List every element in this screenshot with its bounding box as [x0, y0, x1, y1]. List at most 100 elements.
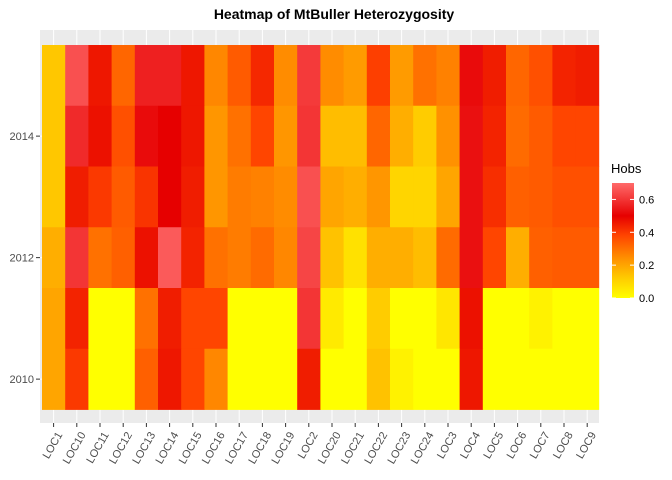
heatmap-cell [88, 227, 112, 289]
heatmap-cell [134, 227, 159, 289]
heatmap-cell [343, 45, 368, 107]
heatmap-cell [575, 45, 600, 107]
legend-tick-label: 0.6 [639, 194, 654, 206]
heatmap-cell [181, 45, 205, 107]
heatmap-cell [42, 348, 66, 410]
heatmap-cell [297, 348, 321, 410]
heatmap-cell [297, 227, 321, 289]
heatmap-cell [274, 288, 298, 350]
heatmap-cell [65, 227, 89, 289]
heatmap-cell [506, 348, 530, 410]
chart-title: Heatmap of MtBuller Heterozygosity [214, 6, 455, 22]
heatmap-cell [227, 348, 252, 410]
heatmap-cell [204, 45, 228, 107]
heatmap-cell [158, 348, 182, 410]
heatmap-cell [250, 288, 275, 350]
heatmap-cell [552, 105, 576, 167]
heatmap-cell [274, 166, 298, 228]
heatmap-cell [390, 105, 414, 167]
heatmap-cell [575, 348, 600, 410]
heatmap-cell [158, 288, 182, 350]
heatmap-cell [65, 166, 89, 228]
heatmap-cell [459, 227, 484, 289]
heatmap-cell [227, 227, 252, 289]
heatmap-cells [42, 45, 600, 410]
heatmap-cell [575, 288, 600, 350]
heatmap-cell [88, 348, 112, 410]
heatmap-cell [575, 166, 600, 228]
heatmap-cell [366, 288, 391, 350]
heatmap-cell [482, 45, 507, 107]
heatmap-cell [274, 45, 298, 107]
heatmap-cell [227, 105, 252, 167]
heatmap-cell [436, 288, 460, 350]
heatmap-cell [250, 227, 275, 289]
heatmap-cell [181, 348, 205, 410]
heatmap-cell [111, 45, 136, 107]
heatmap-cell [65, 288, 89, 350]
heatmap-cell [343, 348, 368, 410]
heatmap-cell [320, 166, 344, 228]
heatmap-cell [297, 45, 321, 107]
heatmap-cell [88, 105, 112, 167]
heatmap-cell [482, 105, 507, 167]
heatmap-cell [552, 227, 576, 289]
heatmap-cell [459, 105, 484, 167]
heatmap-cell [390, 45, 414, 107]
heatmap-cell [42, 45, 66, 107]
heatmap-cell [459, 166, 484, 228]
x-tick-label: LOC24 [409, 430, 437, 466]
heatmap-cell [343, 105, 368, 167]
heatmap-cell [436, 227, 460, 289]
x-tick-label: LOC4 [458, 430, 483, 461]
heatmap-cell [181, 105, 205, 167]
heatmap-cell [227, 166, 252, 228]
heatmap-cell [459, 45, 484, 107]
x-tick-label: LOC8 [551, 430, 576, 461]
legend-tick-label: 0.2 [639, 260, 654, 272]
heatmap-cell [552, 166, 576, 228]
y-tick-label: 2010 [10, 374, 34, 386]
legend-title: Hobs [611, 161, 642, 176]
heatmap-cell [529, 288, 553, 350]
heatmap-cell [134, 45, 159, 107]
heatmap-cell [343, 166, 368, 228]
heatmap-cell [297, 105, 321, 167]
heatmap-cell [436, 166, 460, 228]
heatmap-cell [297, 166, 321, 228]
x-tick-label: LOC3 [435, 430, 460, 461]
heatmap-cell [274, 348, 298, 410]
heatmap-cell [42, 166, 66, 228]
heatmap-cell [575, 227, 600, 289]
heatmap-cell [111, 166, 136, 228]
heatmap-cell [390, 166, 414, 228]
heatmap-cell [320, 348, 344, 410]
heatmap-cell [366, 105, 391, 167]
heatmap-cell [413, 105, 437, 167]
heatmap-cell [459, 348, 484, 410]
heatmap-cell [250, 348, 275, 410]
heatmap-cell [227, 45, 252, 107]
heatmap-cell [436, 105, 460, 167]
heatmap-cell [111, 105, 136, 167]
heatmap-cell [413, 166, 437, 228]
heatmap-cell [65, 105, 89, 167]
heatmap-cell [343, 288, 368, 350]
heatmap-cell [529, 166, 553, 228]
heatmap-cell [134, 166, 159, 228]
heatmap-cell [181, 288, 205, 350]
heatmap-cell [529, 348, 553, 410]
heatmap-cell [88, 166, 112, 228]
heatmap-cell [459, 288, 484, 350]
heatmap-cell [482, 348, 507, 410]
heatmap-cell [297, 288, 321, 350]
x-tick-label: LOC6 [505, 430, 530, 461]
heatmap-cell [552, 45, 576, 107]
heatmap-cell [320, 288, 344, 350]
heatmap-cell [506, 288, 530, 350]
x-tick-label: LOC10 [61, 430, 89, 466]
heatmap-cell [366, 166, 391, 228]
heatmap-cell [529, 227, 553, 289]
heatmap-cell [111, 227, 136, 289]
heatmap-cell [134, 348, 159, 410]
